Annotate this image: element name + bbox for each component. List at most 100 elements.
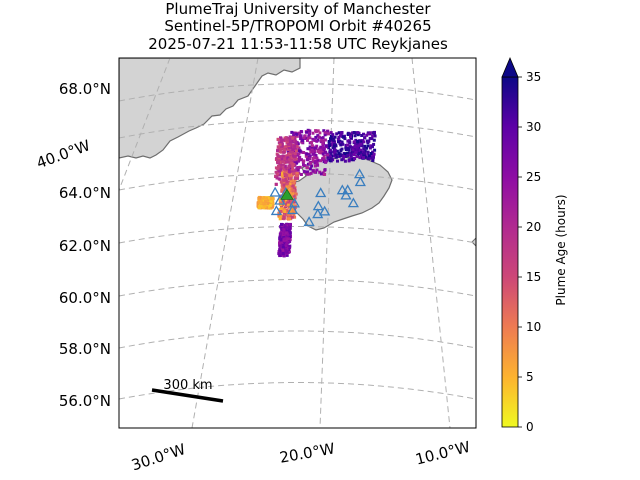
- plume-point: [277, 213, 281, 217]
- plume-point: [305, 165, 309, 169]
- plume-point: [306, 158, 310, 162]
- plume-point: [318, 131, 322, 135]
- plume-point: [359, 142, 363, 146]
- plume-point: [347, 159, 351, 163]
- plume-point: [366, 152, 370, 156]
- plume-point: [292, 194, 296, 198]
- plume-point: [303, 164, 307, 168]
- plume-point: [280, 142, 284, 146]
- plume-point: [292, 180, 296, 184]
- plume-point: [333, 148, 337, 152]
- plume-point: [299, 173, 303, 176]
- plume-point: [336, 159, 339, 163]
- plume-point: [286, 182, 290, 186]
- plume-point: [278, 253, 282, 257]
- plume-point: [368, 146, 372, 150]
- plume-point: [348, 132, 352, 136]
- lat-label-68: 68.0°N: [59, 80, 111, 98]
- plume-point: [308, 167, 312, 171]
- plume-point: [338, 134, 342, 138]
- volcano-marker: [280, 188, 294, 200]
- latitude-gridlines: [119, 83, 476, 400]
- plume-point: [362, 132, 365, 136]
- plume-point: [281, 252, 285, 255]
- plume-point: [279, 200, 282, 204]
- plume-point: [290, 185, 294, 188]
- plume-point: [294, 161, 298, 165]
- plume-point: [269, 197, 273, 201]
- plume-point: [295, 145, 299, 148]
- plume-point: [280, 158, 284, 161]
- plume-point: [283, 232, 287, 236]
- lat-label-58: 58.0°N: [59, 340, 111, 358]
- plume-point: [363, 144, 367, 148]
- plume-point: [276, 160, 279, 164]
- plume-point: [337, 140, 340, 144]
- colorbar-tick-label: 10: [526, 320, 541, 334]
- plume-point: [280, 144, 284, 148]
- plume-point: [363, 151, 367, 155]
- plume-point: [293, 144, 297, 148]
- plume-point: [288, 231, 292, 235]
- plume-point: [277, 141, 281, 145]
- plume-point: [352, 153, 356, 156]
- plume-point: [287, 142, 291, 146]
- plume-point: [304, 154, 308, 158]
- plume-point: [327, 157, 330, 161]
- plume-point: [294, 140, 298, 144]
- plume-point: [329, 137, 332, 141]
- plume-point: [283, 242, 287, 246]
- plume-point: [335, 149, 339, 153]
- plume-point: [280, 222, 283, 226]
- colorbar-tick-label: 15: [526, 270, 541, 284]
- plume-point: [285, 186, 289, 190]
- plume-point: [353, 134, 357, 138]
- plume-point: [297, 146, 301, 150]
- plume-point: [311, 169, 315, 173]
- plume-point: [278, 235, 282, 239]
- plume-point: [288, 238, 292, 242]
- plume-point: [318, 170, 322, 174]
- plume-point: [349, 153, 353, 157]
- plume-point: [293, 211, 297, 214]
- plume-point: [337, 131, 341, 135]
- plume-point: [340, 158, 344, 162]
- plume-point: [277, 165, 280, 168]
- plume-point: [305, 130, 309, 134]
- plume-point: [291, 188, 295, 192]
- colorbar-label: Plume Age (hours): [554, 194, 568, 305]
- plume-point: [341, 135, 345, 139]
- plume-point: [321, 152, 325, 156]
- plume-point: [307, 134, 311, 138]
- plume-point: [329, 157, 333, 161]
- plume-point: [316, 163, 320, 167]
- plume-point: [314, 135, 318, 139]
- plume-point: [287, 184, 291, 188]
- plume-point: [291, 192, 295, 196]
- plume-point: [311, 151, 315, 155]
- plume-point: [276, 154, 280, 157]
- plume-point: [287, 168, 291, 172]
- plume-point: [292, 213, 296, 216]
- plume-point: [290, 164, 294, 168]
- plume-point: [313, 170, 317, 174]
- plume-point: [293, 152, 297, 155]
- plume-point: [306, 147, 310, 151]
- colorbar-tick-label: 20: [526, 220, 541, 234]
- colorbar-ticks: 0 5 10 15 20 25 30 35: [518, 70, 541, 434]
- title-line-2: Sentinel-5P/TROPOMI Orbit #40265: [164, 17, 431, 35]
- plume-point: [349, 155, 353, 159]
- plume-point: [288, 167, 292, 170]
- plume-point: [308, 162, 312, 166]
- plume-point: [324, 144, 328, 148]
- plume-point: [295, 132, 299, 136]
- plume-point: [311, 131, 315, 135]
- plume-point: [283, 173, 287, 177]
- plume-point: [288, 152, 292, 156]
- plume-point: [296, 166, 299, 170]
- plume-point: [321, 144, 325, 148]
- plume-point: [287, 158, 291, 162]
- plume-point: [286, 203, 290, 207]
- station-triangle: [288, 197, 301, 208]
- plume-point: [371, 134, 375, 138]
